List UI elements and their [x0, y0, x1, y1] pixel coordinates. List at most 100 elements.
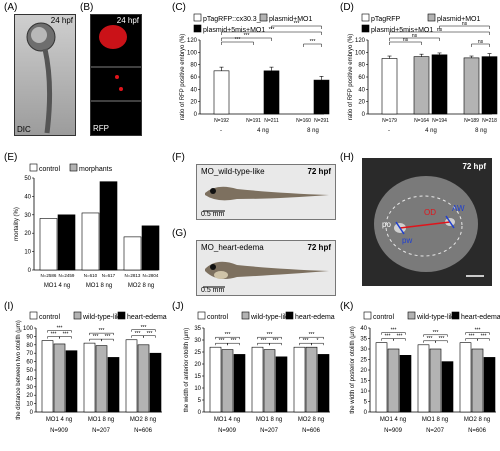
y-tick-label: 40	[26, 376, 33, 382]
legend-swatch	[427, 13, 436, 22]
bar	[209, 346, 222, 413]
sig-label: ***	[147, 331, 153, 337]
bar	[39, 218, 58, 271]
group-label: -	[388, 128, 390, 134]
sig-bracket	[257, 336, 282, 340]
n-label: N=2459	[59, 273, 75, 278]
y-tick-label: 20	[24, 231, 31, 237]
legend-label: control	[39, 166, 60, 173]
bar	[53, 343, 66, 413]
bar	[99, 181, 118, 271]
y-axis-label: the width of posterior otolith (μm)	[350, 326, 356, 414]
n-label: N=207	[260, 428, 279, 434]
n-label: N=191	[246, 118, 261, 124]
edema-scale: 0.5 mm	[201, 287, 225, 294]
y-tick-label: 0	[28, 268, 32, 274]
y-tick-label: 40	[190, 87, 197, 93]
otolith-pw-mark: pw	[402, 236, 413, 245]
bar	[417, 344, 430, 413]
wildtype-hpf: 72 hpf	[307, 167, 331, 176]
sig-bracket	[389, 37, 440, 41]
sig-bracket	[477, 338, 490, 341]
legend-label: pTagRFP	[371, 16, 401, 23]
n-label: N=164	[414, 118, 429, 124]
y-tick-label: 60	[358, 75, 365, 81]
otolith-hpf: 72 hpf	[462, 162, 486, 171]
sig-label: ***	[261, 338, 267, 344]
chart-posterior-otolith: control wild-type-like heart-edema 0 5 10 15 20…	[350, 311, 500, 434]
y-tick-label: 100	[187, 50, 198, 56]
n-label: N=211	[264, 118, 279, 124]
y-tick-label: 80	[358, 63, 365, 69]
group-label: MO1 8 ng	[422, 417, 448, 423]
group-label: MO1 4 ng	[46, 417, 72, 423]
y-tick-label: 15	[360, 379, 367, 385]
legend-label: heart-edema	[127, 314, 167, 321]
sig-label: ***	[385, 334, 391, 340]
bar	[481, 56, 498, 115]
chart-rfp-control: pTagRFP plasmid+MO1 plasmid+5mis+MO1 0 20 40 6…	[348, 13, 498, 134]
y-tick-label: 0	[362, 112, 366, 118]
n-label: N=606	[134, 428, 153, 434]
rfp-hpf: 24 hpf	[116, 16, 139, 25]
sig-bracket	[89, 332, 114, 336]
sig-label: ***	[51, 332, 57, 338]
sig-bracket	[299, 336, 324, 340]
sig-bracket	[311, 342, 324, 346]
bar	[381, 58, 398, 115]
sig-label: ***	[219, 338, 225, 344]
bar	[81, 212, 100, 271]
sig-label: ***	[225, 332, 231, 338]
chart-mortality: control morphants 0 10 20 30 40 50 mortality (%)…	[14, 163, 160, 289]
y-tick-label: 80	[190, 63, 197, 69]
y-tick-label: 60	[26, 360, 33, 366]
sig-label: ***	[309, 332, 315, 338]
legend-label: plasmid+5mis+MO1	[203, 27, 265, 34]
y-tick-label: 120	[187, 38, 198, 44]
y-tick-label: 0	[30, 410, 34, 416]
n-label: N=610	[84, 273, 98, 278]
sig-bracket	[101, 338, 114, 342]
dic-caption: DIC	[17, 125, 31, 134]
legend-label: morphants	[79, 166, 113, 173]
otolith-drawing	[374, 176, 484, 277]
group-label: MO1 4 ng	[214, 417, 240, 423]
legend-label: plasmid+MO1	[437, 16, 480, 23]
sig-label: ***	[433, 330, 439, 336]
rfp-image: 24 hpf RFP	[90, 14, 142, 136]
n-label: N=606	[468, 428, 487, 434]
sig-bracket	[471, 43, 490, 47]
bar	[41, 340, 54, 413]
sig-bracket	[439, 25, 490, 29]
legend-swatch	[241, 311, 250, 320]
sig-label: ns	[412, 33, 418, 39]
bar	[149, 352, 162, 413]
bar	[65, 350, 78, 413]
bar	[95, 345, 108, 413]
panel-j-label: (J)	[172, 301, 184, 312]
sig-label: ns	[403, 37, 409, 43]
legend-swatch	[193, 13, 202, 22]
y-tick-label: 20	[190, 100, 197, 106]
sig-label: ***	[475, 328, 481, 334]
wildtype-scale: 0.5 mm	[201, 211, 225, 218]
y-tick-label: 50	[24, 176, 31, 182]
legend-swatch	[285, 311, 294, 320]
n-label: N=179	[382, 118, 397, 124]
bar	[399, 354, 412, 413]
group-label: MO1 4 ng	[44, 283, 70, 289]
sig-bracket	[303, 43, 322, 47]
legend-label: control	[373, 314, 394, 321]
legend-swatch	[29, 163, 38, 172]
bar	[57, 214, 76, 271]
y-axis-label: the distance between two otolith (μm)	[16, 320, 22, 420]
sig-label: *	[317, 338, 319, 344]
y-tick-label: 10	[194, 386, 201, 392]
sig-label: ***	[63, 332, 69, 338]
sig-label: ***	[439, 336, 445, 342]
larva-edema-drawing	[203, 261, 329, 288]
n-label: N=2813	[125, 273, 141, 278]
group-label: -	[220, 128, 222, 134]
larva-wildtype-image: MO_wild-type-like 72 hpf 0.5 mm	[196, 164, 336, 220]
sig-label: ***	[244, 33, 250, 39]
